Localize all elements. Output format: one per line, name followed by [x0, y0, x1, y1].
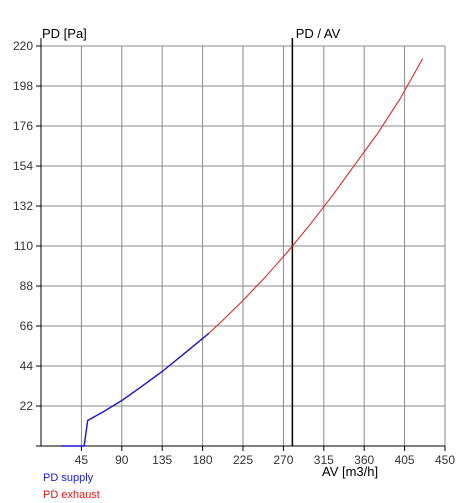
x-tick-label: 405	[395, 453, 415, 467]
y-tick-label: 44	[20, 359, 34, 373]
tick-labels: 22 44 66 88 110 132 154 176 198 220 45 90 135 180 225 2…	[13, 39, 455, 467]
y-tick-label: 110	[14, 239, 33, 253]
y-tick-label: 66	[20, 319, 34, 333]
grid	[41, 45, 446, 446]
axes	[36, 38, 446, 451]
y-tick-label: 154	[13, 159, 33, 173]
y-tick-label: 220	[13, 39, 33, 53]
y-tick-label: 198	[13, 79, 33, 93]
y-tick-label: 88	[20, 279, 34, 293]
legend-entry-exhaust: PD exhaust	[43, 489, 100, 501]
y-tick-label: 22	[20, 399, 34, 413]
x-axis-title: AV [m3/h]	[322, 464, 378, 479]
series-line-supply	[60, 332, 210, 447]
y-tick-label: 176	[13, 119, 33, 133]
x-tick-label: 450	[435, 453, 455, 467]
x-tick-label: 180	[193, 453, 213, 467]
x-tick-label: 90	[115, 453, 129, 467]
series-line-exhaust	[60, 58, 424, 447]
series-lines	[60, 58, 424, 447]
x-tick-label: 45	[75, 453, 89, 467]
y-axis-title: PD [Pa]	[42, 26, 87, 41]
x-tick-label: 135	[152, 453, 172, 467]
legend-entry-supply: PD supply	[43, 472, 94, 484]
x-tick-label: 360	[354, 453, 374, 467]
x-tick-label: 270	[273, 453, 293, 467]
x-tick-label: 225	[233, 453, 253, 467]
x-tick-label: 315	[314, 453, 334, 467]
y-tick-label: 132	[13, 199, 33, 213]
chart-title: PD / AV	[296, 26, 341, 41]
